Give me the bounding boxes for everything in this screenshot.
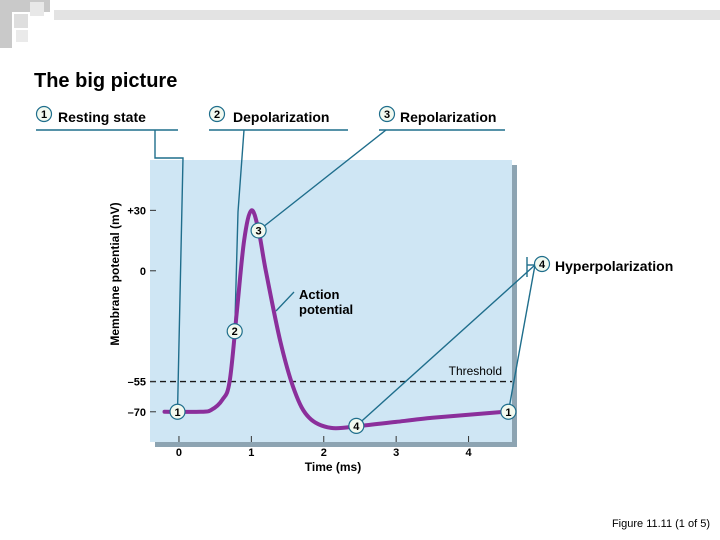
phase-marker-4: 4 <box>348 417 365 434</box>
depolarization-badge <box>208 105 226 123</box>
depolarization-badge-number: 2 <box>214 109 220 121</box>
y-axis-ticks: +30 0 –55 –70 <box>127 205 156 419</box>
marker-badge <box>500 403 517 420</box>
phase-marker-3: 3 <box>250 222 267 239</box>
marker-badge <box>226 323 243 340</box>
resting-leader <box>154 130 184 412</box>
x-tick-label: 1 <box>248 447 254 459</box>
phase-marker-2: 2 <box>226 323 243 340</box>
resting-state-text: Resting state <box>58 109 146 125</box>
depolarization-text: Depolarization <box>233 109 329 125</box>
marker-number: 1 <box>505 407 511 419</box>
repolarization-label: 3 Repolarization <box>378 105 505 131</box>
plot-area <box>150 160 512 442</box>
depolarization-leader <box>234 129 245 332</box>
corner-decoration <box>0 0 720 50</box>
marker-number: 2 <box>232 326 238 338</box>
hyperpolarization-badge <box>533 255 551 273</box>
action-potential-label-line1: Action <box>299 287 340 302</box>
resting-state-label: 1 Resting state <box>35 105 178 131</box>
repolarization-badge-number: 3 <box>384 109 390 121</box>
marker-badge <box>169 403 186 420</box>
action-potential-pointer <box>275 291 295 312</box>
depolarization-label: 2 Depolarization <box>208 105 348 131</box>
x-axis-ticks: 0 1 2 3 4 <box>176 436 472 459</box>
threshold-label: Threshold <box>449 364 502 378</box>
resting-badge-number: 1 <box>41 109 47 121</box>
hyperpolarization-badge-number: 4 <box>539 259 546 271</box>
y-axis-label: Membrane potential (mV) <box>108 202 122 345</box>
x-tick-label: 0 <box>176 447 182 459</box>
marker-badge <box>348 417 365 434</box>
hyperpolarization-leader-to-end <box>507 264 536 412</box>
repolarization-leader <box>258 129 387 232</box>
hyperpolarization-text: Hyperpolarization <box>555 258 673 274</box>
x-tick-label: 4 <box>465 447 472 459</box>
figure-caption: Figure 11.11 (1 of 5) <box>611 518 710 530</box>
repolarization-badge <box>378 105 396 123</box>
hyperpolarization-leader-to-trough <box>355 264 536 427</box>
x-axis-label: Time (ms) <box>305 460 361 474</box>
slide-title: The big picture <box>34 70 178 92</box>
resting-badge <box>35 105 53 123</box>
action-potential-label-line2: potential <box>299 302 353 317</box>
leader-lines <box>154 129 536 427</box>
hyperpolarization-label: 4 Hyperpolarization <box>526 255 673 277</box>
marker-number: 1 <box>174 407 180 419</box>
phase-markers: 1 2 3 4 1 <box>169 222 517 434</box>
marker-number: 4 <box>353 421 360 433</box>
phase-marker-1: 1 <box>169 403 186 420</box>
repolarization-text: Repolarization <box>400 109 496 125</box>
phase-marker-5: 1 <box>500 403 517 420</box>
x-tick-label: 3 <box>393 447 399 459</box>
y-tick-label: –55 <box>128 377 146 389</box>
marker-number: 3 <box>256 226 262 238</box>
x-tick-label: 2 <box>321 447 327 459</box>
y-tick-label: +30 <box>127 205 146 217</box>
y-tick-label: –70 <box>128 407 146 419</box>
y-tick-label: 0 <box>140 266 146 278</box>
membrane-potential-trace <box>162 208 507 431</box>
marker-badge <box>250 222 267 239</box>
